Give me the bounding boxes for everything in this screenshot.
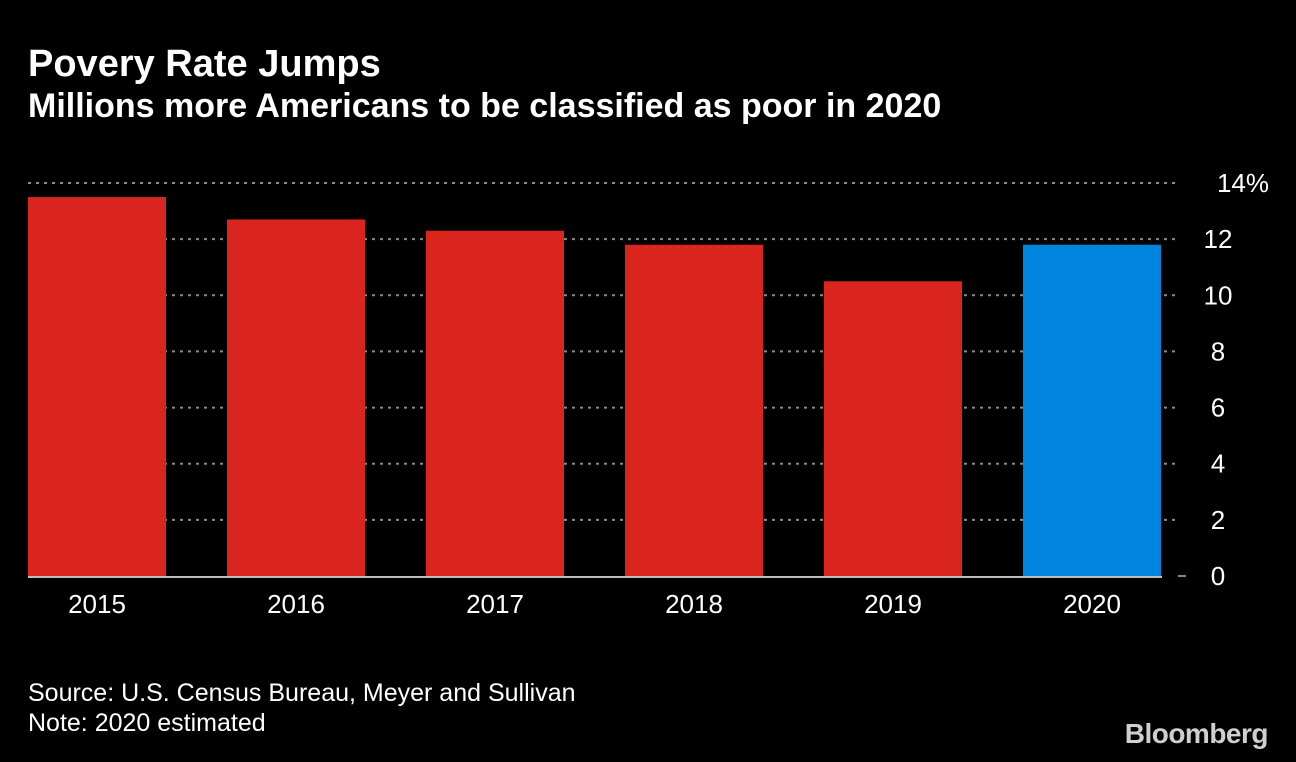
y-tick-label: 2 [1211,505,1225,535]
bar-2017 [426,230,564,576]
grid-layer [28,182,1186,577]
bar-2020 [1023,244,1161,576]
bar-2016 [227,219,365,576]
y-tick-label: 6 [1211,393,1225,423]
y-tick-label: 10 [1204,280,1233,310]
bloomberg-logo: Bloomberg [1124,718,1269,749]
x-tick-label: 2020 [1063,589,1121,619]
y-tick-label: 12 [1204,224,1233,254]
x-tick-label: 2019 [864,589,922,619]
bar-2015 [28,197,166,577]
y-tick-label: 14% [1217,168,1269,198]
x-tick-label: 2017 [466,589,524,619]
x-tick-label: 2015 [68,589,126,619]
bar-2018 [625,244,763,576]
bar-layer [28,197,1161,577]
chart-subtitle: Millions more Americans to be classified… [28,87,942,125]
x-tick-label: 2016 [267,589,325,619]
source-note: Source: U.S. Census Bureau, Meyer and Su… [28,679,576,707]
y-tick-label: 0 [1211,561,1225,591]
y-tick-label: 4 [1211,449,1225,479]
bar-chart: 0 2 4 6 8 10 12 14% 2015 2016 2017 2018 2019 2020 [28,168,1269,619]
bar-2019 [824,281,962,576]
axis-layer: 0 2 4 6 8 10 12 14% 2015 2016 2017 2018 2019 2020 [28,168,1269,619]
estimate-note: Note: 2020 estimated [28,709,266,737]
chart-footer: Source: U.S. Census Bureau, Meyer and Su… [28,678,576,738]
x-tick-label: 2018 [665,589,723,619]
chart-title: Povery Rate Jumps [28,43,381,85]
y-tick-label: 8 [1211,336,1225,366]
